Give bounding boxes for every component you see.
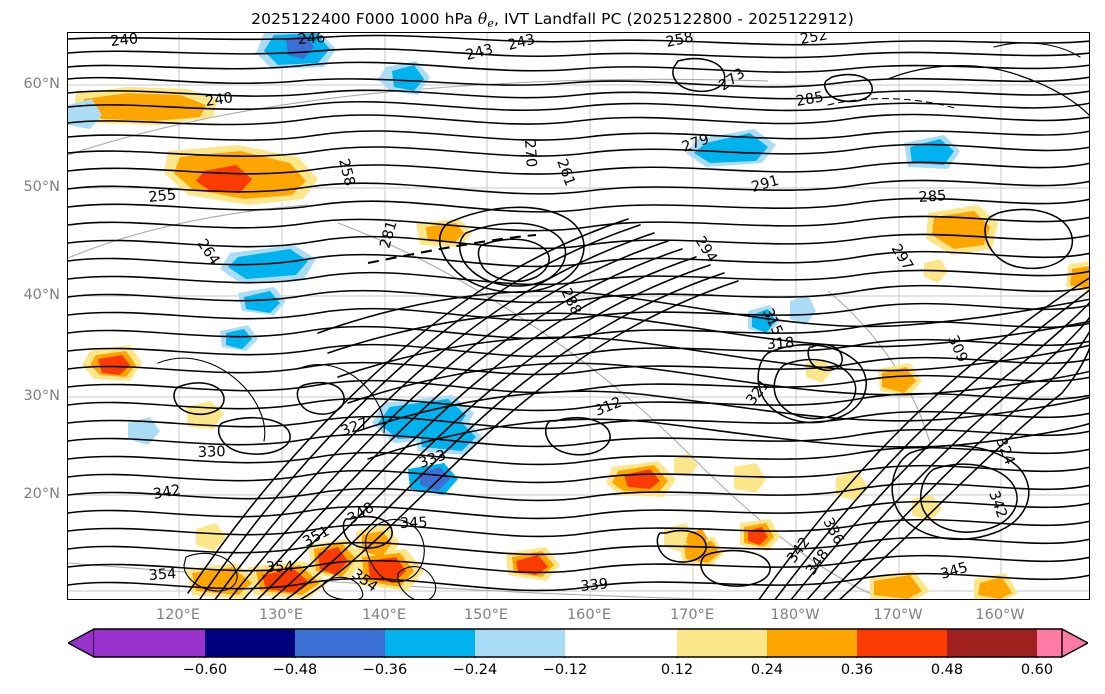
cbar-tick--0.24: −0.24 — [452, 662, 498, 678]
svg-text:258: 258 — [335, 157, 357, 188]
svg-text:345: 345 — [939, 560, 970, 583]
svg-text:240: 240 — [204, 90, 234, 110]
colorbar-svg — [68, 628, 1088, 658]
svg-text:252: 252 — [799, 33, 829, 48]
cbar-tick--0.48: −0.48 — [272, 662, 318, 678]
svg-text:281: 281 — [377, 219, 400, 250]
svg-text:339: 339 — [580, 576, 609, 595]
colorbar-over-arrow — [1061, 628, 1088, 658]
svg-text:312: 312 — [593, 395, 625, 420]
svg-text:354: 354 — [148, 566, 177, 584]
svg-text:285: 285 — [918, 188, 947, 206]
contour-map-svg: 240 240 246 243 243 258 252 255 258 261 … — [68, 33, 1089, 599]
colorbar-swatch-0 — [94, 629, 205, 657]
shaded-anomalies — [68, 33, 1089, 599]
x-tick-120e: 120°E — [155, 607, 201, 623]
svg-text:309: 309 — [944, 333, 970, 365]
svg-text:327: 327 — [339, 415, 370, 440]
colorbar-swatch-4 — [475, 629, 565, 657]
y-tick-20n: 20°N — [23, 486, 60, 502]
svg-text:261: 261 — [553, 157, 578, 188]
cbar-tick-0.24: 0.24 — [750, 662, 784, 678]
svg-text:345: 345 — [400, 515, 428, 532]
theta-subscript: e — [487, 17, 494, 31]
theta-symbol: θ — [477, 10, 488, 28]
colorbar-swatch-6 — [677, 629, 767, 657]
x-tick-160e: 160°E — [566, 607, 612, 623]
x-tick-160w: 160°W — [975, 607, 1025, 623]
cbar-tick--0.60: −0.60 — [182, 662, 228, 678]
svg-text:285: 285 — [795, 89, 825, 110]
colorbar-swatch-7 — [767, 629, 857, 657]
colorbar-swatch-1 — [205, 629, 295, 657]
colorbar-swatch-2 — [295, 629, 385, 657]
svg-text:354: 354 — [266, 559, 294, 576]
cbar-tick-0.12: 0.12 — [660, 662, 694, 678]
x-tick-170w: 170°W — [873, 607, 923, 623]
x-tick-170e: 170°E — [669, 607, 715, 623]
cbar-tick--0.12: −0.12 — [542, 662, 588, 678]
svg-text:330: 330 — [198, 444, 226, 461]
cbar-tick-0.60: 0.60 — [1020, 662, 1054, 678]
y-tick-50n: 50°N — [23, 179, 60, 195]
svg-text:258: 258 — [665, 33, 695, 51]
map-plot-area[interactable]: 240 240 246 243 243 258 252 255 258 261 … — [67, 32, 1090, 600]
cbar-tick--0.36: −0.36 — [362, 662, 408, 678]
svg-text:243: 243 — [464, 42, 495, 64]
colorbar-under-arrow — [68, 628, 95, 658]
svg-text:297: 297 — [888, 242, 916, 274]
cbar-tick-0.48: 0.48 — [930, 662, 964, 678]
x-tick-140e: 140°E — [361, 607, 407, 623]
colorbar-swatch-3 — [385, 629, 475, 657]
y-tick-40n: 40°N — [23, 287, 60, 303]
y-tick-30n: 30°N — [23, 388, 60, 404]
colorbar-swatch-9 — [947, 629, 1037, 657]
colorbar-outline — [94, 628, 1062, 658]
title-suffix: , IVT Landfall PC (2025122800 - 20251229… — [493, 10, 854, 28]
colorbar-swatch-10 — [1037, 629, 1062, 657]
colorbar[interactable] — [68, 628, 1088, 658]
svg-text:255: 255 — [148, 187, 177, 206]
svg-text:240: 240 — [110, 33, 139, 50]
svg-text:342: 342 — [152, 482, 182, 503]
svg-text:291: 291 — [750, 173, 781, 196]
x-tick-130e: 130°E — [258, 607, 304, 623]
dashed-front-line — [367, 233, 537, 265]
y-tick-60n: 60°N — [23, 76, 60, 92]
contour-labels: 240 240 246 243 243 258 252 255 258 261 … — [110, 33, 1018, 596]
colorbar-swatch-8 — [857, 629, 947, 657]
graticule-grid — [68, 33, 1089, 599]
svg-text:270: 270 — [521, 139, 539, 168]
cbar-tick-0.36: 0.36 — [840, 662, 874, 678]
x-tick-180w: 180°W — [770, 607, 820, 623]
colorbar-tick-labels: −0.60 −0.48 −0.36 −0.24 −0.12 0.12 0.24 … — [68, 662, 1088, 684]
svg-text:243: 243 — [506, 33, 537, 54]
title-prefix: 2025122400 F000 1000 hPa — [251, 10, 478, 28]
x-tick-150e: 150°E — [463, 607, 509, 623]
svg-text:318: 318 — [766, 335, 795, 353]
svg-text:246: 246 — [297, 33, 326, 48]
svg-text:336: 336 — [819, 515, 846, 547]
contour-lines — [68, 34, 1089, 599]
page-title: 2025122400 F000 1000 hPa θe, IVT Landfal… — [0, 10, 1105, 30]
colorbar-swatch-5 — [565, 629, 677, 657]
